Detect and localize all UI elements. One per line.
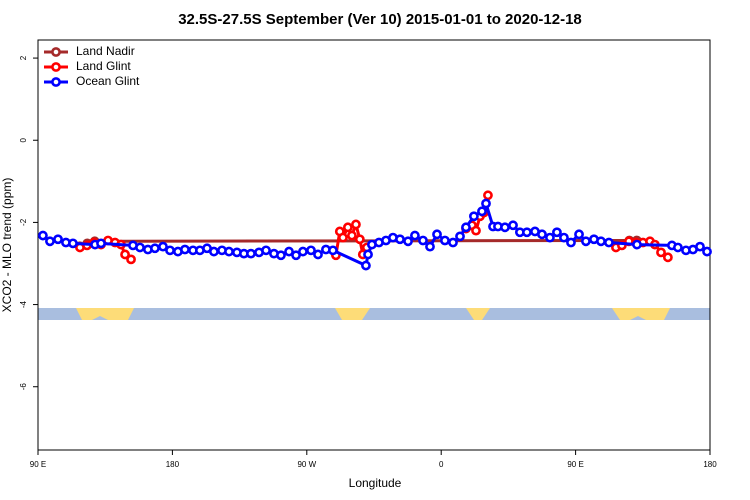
point xyxy=(483,190,493,201)
point xyxy=(246,248,256,259)
plot-frame xyxy=(37,39,711,451)
point xyxy=(581,236,591,247)
point xyxy=(403,236,413,247)
point xyxy=(291,250,301,261)
point xyxy=(596,236,606,247)
y-tick-label: -2 xyxy=(19,218,28,226)
point xyxy=(126,254,136,265)
point xyxy=(346,230,357,241)
y-tick-label: 2 xyxy=(19,55,28,60)
point xyxy=(150,243,160,254)
point xyxy=(702,246,712,257)
x-tick-label: 90 W xyxy=(297,460,316,469)
y-tick-label: 0 xyxy=(19,137,28,142)
point xyxy=(363,249,373,260)
land-shape xyxy=(466,308,490,320)
point xyxy=(432,229,442,240)
point xyxy=(328,245,338,256)
chart-title: 32.5S-27.5S September (Ver 10) 2015-01-0… xyxy=(178,11,582,28)
point xyxy=(410,230,420,241)
point xyxy=(209,246,219,257)
point xyxy=(165,245,175,256)
point xyxy=(448,237,458,248)
x-tick-label: 90 E xyxy=(567,460,583,469)
x-axis-label: Longitude xyxy=(349,476,402,490)
point xyxy=(342,222,353,233)
point xyxy=(298,246,308,257)
legend-marker xyxy=(51,62,61,72)
point xyxy=(351,219,361,230)
point xyxy=(313,249,323,260)
legend-marker xyxy=(51,47,61,57)
point xyxy=(45,236,55,247)
point xyxy=(306,245,316,256)
point xyxy=(135,242,145,253)
y-axis-label: XCO2 - MLO trend (ppm) xyxy=(0,178,14,313)
point xyxy=(552,227,562,238)
point xyxy=(632,239,642,250)
point xyxy=(574,229,584,240)
point xyxy=(477,206,487,217)
point xyxy=(522,227,532,238)
point xyxy=(471,225,481,236)
point xyxy=(418,235,428,246)
point xyxy=(120,249,130,260)
point xyxy=(53,234,63,245)
point xyxy=(276,250,286,261)
point xyxy=(481,198,491,209)
point xyxy=(338,232,348,243)
point xyxy=(180,244,190,255)
point xyxy=(354,234,365,245)
legend-label: Land Nadir xyxy=(76,44,135,58)
legend-label: Ocean Glint xyxy=(76,74,140,88)
x-tick-label: 180 xyxy=(703,460,717,469)
point xyxy=(38,230,48,241)
map-strip xyxy=(38,308,710,320)
point xyxy=(672,242,683,253)
point xyxy=(68,238,78,249)
series-line xyxy=(41,199,708,268)
land-shape xyxy=(335,308,370,320)
x-tick-label: 90 E xyxy=(30,460,46,469)
point xyxy=(559,232,569,243)
y-tick-label: -6 xyxy=(19,383,28,391)
x-tick-label: 0 xyxy=(439,460,444,469)
point xyxy=(500,222,510,233)
point xyxy=(545,232,555,243)
point xyxy=(537,229,547,240)
point xyxy=(158,241,168,252)
land-shape xyxy=(612,308,670,320)
y-tick-label: -4 xyxy=(19,300,28,308)
ocean-band xyxy=(38,308,710,320)
point xyxy=(361,260,371,271)
point xyxy=(604,237,614,248)
point xyxy=(469,211,479,222)
point xyxy=(440,235,450,246)
point xyxy=(261,245,271,256)
legend-marker xyxy=(51,77,61,87)
x-tick-label: 180 xyxy=(166,460,180,469)
point xyxy=(508,220,518,231)
land-shape xyxy=(76,308,134,320)
point xyxy=(224,246,234,257)
point xyxy=(284,246,294,257)
point xyxy=(395,234,405,245)
point xyxy=(662,252,673,263)
point xyxy=(566,237,576,248)
point xyxy=(425,241,435,252)
point xyxy=(695,241,705,252)
point xyxy=(455,231,465,242)
point xyxy=(461,222,471,233)
point xyxy=(96,238,106,249)
point xyxy=(656,247,666,258)
legend-label: Land Glint xyxy=(76,59,131,73)
